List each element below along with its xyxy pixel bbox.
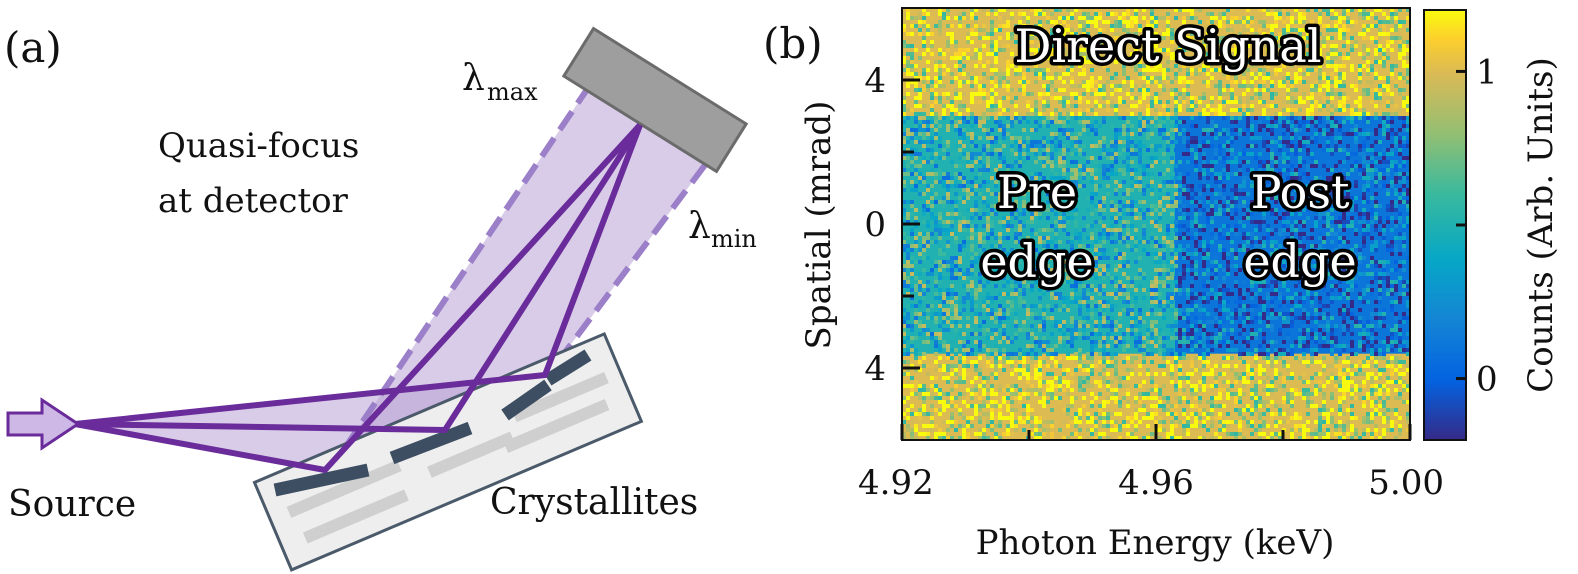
source-label: Source bbox=[8, 484, 136, 525]
lambda-max-subscript: max bbox=[487, 78, 538, 106]
crystallites bbox=[273, 349, 592, 497]
colorbar-ticks: 10 bbox=[1456, 52, 1498, 400]
lambda-max-envelope-ray bbox=[327, 83, 593, 472]
direct-signal-annotation: Direct Signal bbox=[1014, 19, 1321, 73]
post-edge-annotation-line2: edge bbox=[1243, 234, 1356, 288]
colorbar-tick-label-1: 0 bbox=[1476, 360, 1498, 400]
colorbar-tick-label-0: 1 bbox=[1476, 52, 1498, 92]
x-tick-label-0: 4.92 bbox=[858, 463, 934, 503]
colorbar-label: Counts (Arb. Units) bbox=[1521, 57, 1561, 392]
lambda-min-symbol: λ bbox=[688, 206, 711, 247]
post-edge-annotation-line1: Post bbox=[1251, 165, 1350, 219]
panel-a-label: (a) bbox=[4, 23, 62, 72]
x-axis-title: Photon Energy (keV) bbox=[976, 523, 1335, 563]
pre-edge-annotation-line1: Pre bbox=[997, 165, 1077, 219]
y-tick-label-2: 4 bbox=[864, 349, 886, 389]
panel-a: (a) bbox=[4, 23, 757, 572]
heatmap-noise bbox=[902, 8, 1410, 440]
lambda-max-symbol: λ bbox=[462, 58, 485, 99]
quasi-focus-line2: at detector bbox=[158, 181, 349, 221]
x-tick-label-1: 4.96 bbox=[1118, 463, 1194, 503]
lambda-min-envelope-ray bbox=[545, 163, 708, 377]
detector bbox=[561, 26, 749, 174]
ray-paths bbox=[74, 122, 643, 473]
panel-b-label: (b) bbox=[763, 19, 823, 68]
incident-beam-fan bbox=[75, 375, 548, 470]
x-tick-label-2: 5.00 bbox=[1368, 463, 1444, 503]
crystallites-label: Crystallites bbox=[490, 482, 698, 523]
heatmap-plot bbox=[901, 7, 1411, 441]
lambda-min-subscript: min bbox=[711, 225, 757, 253]
y-axis-title: Spatial (mrad) bbox=[799, 101, 839, 350]
colorbar: 10 Counts (Arb. Units) bbox=[1423, 9, 1561, 441]
axes: 4.92 4.96 5.00 4 0 4 bbox=[858, 61, 1444, 503]
quasi-focus-line1: Quasi-focus bbox=[158, 126, 359, 166]
pre-edge-annotation-line2: edge bbox=[980, 234, 1093, 288]
y-tick-label-1: 0 bbox=[864, 205, 886, 245]
source-arrow-icon bbox=[6, 397, 81, 451]
y-tick-label-0: 4 bbox=[864, 61, 886, 101]
reflected-beam-fan bbox=[330, 85, 705, 470]
panel-b: (b) Direct Signal Pre edge Post edge 4.9… bbox=[763, 7, 1561, 563]
